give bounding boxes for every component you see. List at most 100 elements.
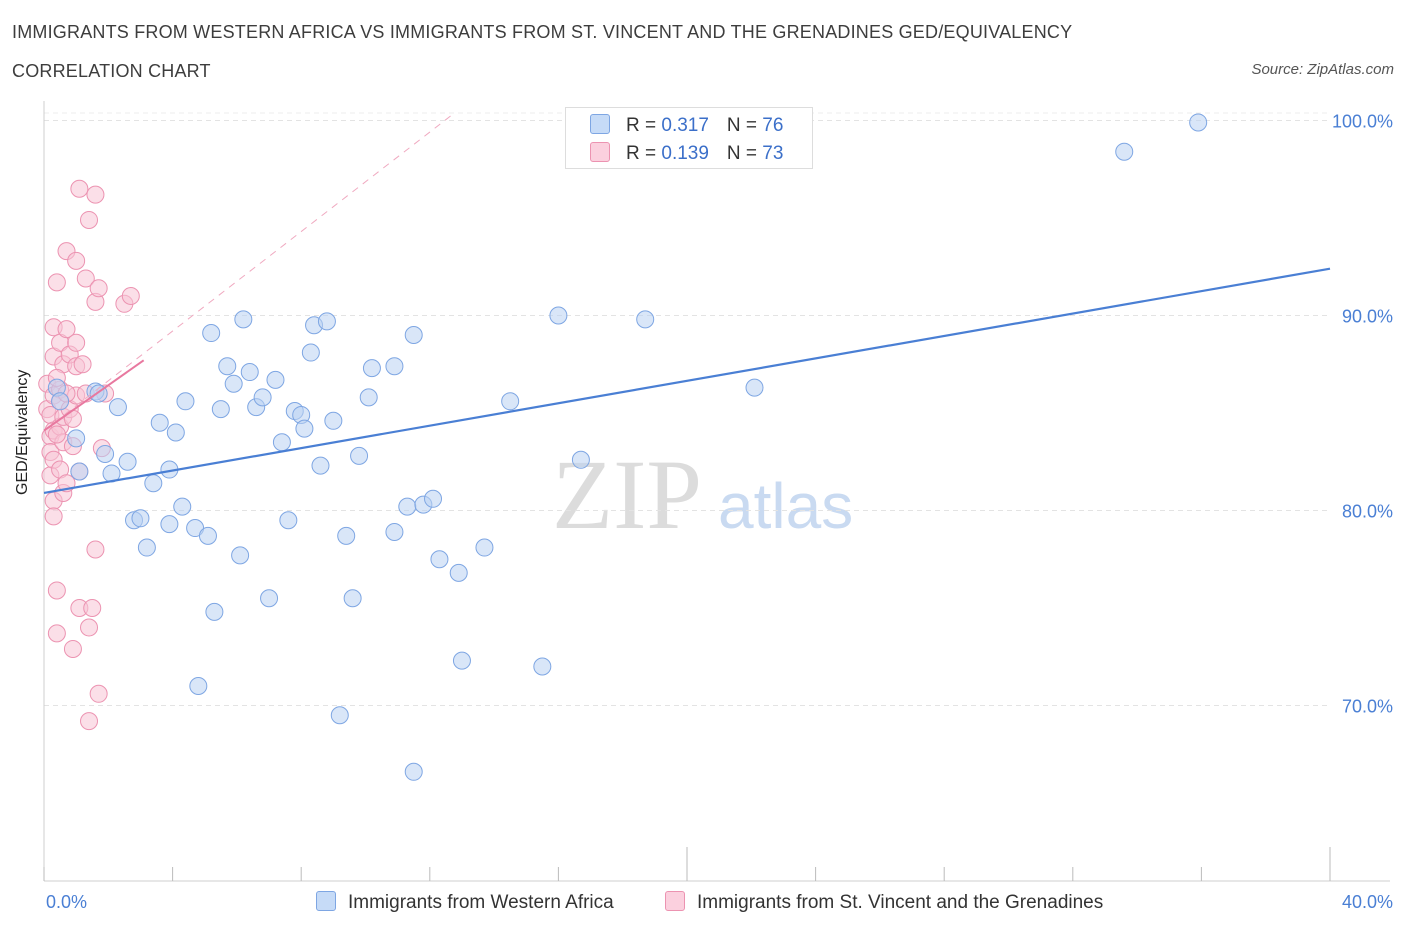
point-st-vincent: [89, 684, 108, 703]
point-western-africa: [202, 324, 221, 343]
point-western-africa: [137, 538, 156, 557]
legend-label-western-africa: Immigrants from Western Africa: [348, 892, 614, 913]
point-western-africa: [234, 310, 253, 329]
n-label: N =: [726, 143, 763, 164]
point-western-africa: [452, 651, 471, 670]
point-western-africa: [67, 429, 86, 448]
point-st-vincent: [67, 333, 86, 352]
axes: [43, 101, 1390, 882]
point-st-vincent: [80, 618, 99, 637]
point-western-africa: [240, 363, 259, 382]
point-st-vincent: [83, 599, 102, 617]
grid-lines: [44, 112, 1330, 706]
legend-swatch-western-africa: [316, 891, 336, 911]
point-western-africa: [224, 374, 243, 393]
point-western-africa: [144, 474, 163, 493]
point-western-africa: [404, 762, 423, 781]
x-tick-label-max: 40.0%: [1342, 892, 1393, 912]
x-tick-label-min: 0.0%: [46, 892, 87, 912]
legend-swatch-blue: [590, 114, 610, 134]
stats-legend-row-pink: R = 0.139 N = 73: [590, 142, 783, 165]
r-label: R =: [626, 115, 662, 136]
point-st-vincent: [47, 581, 66, 600]
point-western-africa: [571, 450, 590, 469]
point-western-africa: [362, 359, 381, 378]
watermark-atlas: atlas: [718, 470, 853, 542]
point-western-africa: [301, 343, 320, 362]
point-western-africa: [636, 310, 655, 329]
y-tick-label: 70.0%: [1342, 697, 1393, 717]
point-western-africa: [1115, 142, 1134, 161]
point-western-africa: [189, 677, 208, 695]
point-western-africa: [404, 326, 423, 344]
point-st-vincent: [67, 251, 86, 270]
point-western-africa: [266, 370, 285, 389]
zipatlas-watermark: ZIP atlas: [552, 439, 853, 550]
trend-lines: [43, 114, 1331, 495]
legend-item-st-vincent: Immigrants from St. Vincent and the Gren…: [665, 891, 1103, 914]
point-western-africa: [131, 509, 150, 528]
legend-swatch-st-vincent: [665, 891, 685, 911]
point-western-africa: [118, 452, 137, 471]
point-western-africa: [385, 522, 404, 541]
chart-title-line-1: IMMIGRANTS FROM WESTERN AFRICA VS IMMIGR…: [12, 22, 1073, 42]
point-western-africa: [317, 312, 336, 331]
point-st-vincent: [86, 540, 105, 559]
point-st-vincent: [86, 185, 105, 204]
point-western-africa: [337, 526, 356, 545]
point-western-africa: [272, 433, 291, 452]
point-western-africa: [549, 306, 568, 325]
r-value-blue: 0.317: [661, 115, 709, 136]
point-st-vincent: [80, 712, 99, 731]
point-st-vincent: [89, 279, 108, 298]
point-western-africa: [51, 392, 70, 411]
point-western-africa: [218, 357, 237, 376]
y-tick-label: 100.0%: [1332, 112, 1393, 132]
point-western-africa: [253, 388, 272, 407]
point-western-africa: [475, 538, 494, 557]
point-st-vincent: [73, 355, 92, 374]
point-western-africa: [160, 515, 179, 534]
point-western-africa: [70, 462, 89, 481]
trend-line-western-africa: [43, 267, 1331, 495]
point-western-africa: [108, 398, 127, 417]
chart-title-line-2: CORRELATION CHART: [12, 61, 211, 81]
point-western-africa: [96, 444, 115, 463]
point-st-vincent: [47, 273, 66, 292]
point-western-africa: [359, 388, 378, 407]
point-western-africa: [398, 497, 417, 516]
point-st-vincent: [76, 269, 95, 288]
point-western-africa: [176, 392, 195, 411]
point-western-africa: [424, 489, 443, 508]
point-western-africa: [449, 563, 468, 582]
point-western-africa: [260, 589, 279, 608]
legend-swatch-pink: [590, 142, 610, 162]
source-credit: Source: ZipAtlas.com: [1251, 61, 1394, 78]
point-st-vincent: [63, 639, 82, 658]
n-value-blue: 76: [762, 115, 784, 136]
r-value-pink: 0.139: [661, 143, 709, 164]
point-st-vincent: [47, 624, 66, 643]
point-western-africa: [745, 378, 764, 397]
stats-legend-row-blue: R = 0.317 N = 76: [590, 114, 783, 137]
point-western-africa: [198, 526, 217, 545]
stats-legend: R = 0.317 N = 76 R = 0.139 N = 73: [565, 107, 813, 169]
trend-line-st-vincent: [43, 359, 145, 432]
point-western-africa: [1189, 113, 1208, 132]
point-st-vincent: [80, 210, 99, 229]
point-western-africa: [231, 546, 250, 565]
point-western-africa: [205, 602, 224, 621]
point-western-africa: [324, 411, 343, 430]
point-st-vincent: [57, 320, 76, 339]
point-western-africa: [330, 706, 349, 725]
point-western-africa: [343, 589, 362, 608]
point-st-vincent: [44, 507, 63, 526]
trend-line-st-vincent-extended: [43, 114, 453, 431]
point-st-vincent: [70, 179, 89, 198]
point-western-africa: [211, 400, 230, 419]
point-western-africa: [533, 657, 552, 676]
point-western-africa: [501, 392, 520, 411]
legend-label-st-vincent: Immigrants from St. Vincent and the Gren…: [697, 892, 1104, 913]
point-western-africa: [385, 357, 404, 376]
n-label: N =: [726, 115, 763, 136]
